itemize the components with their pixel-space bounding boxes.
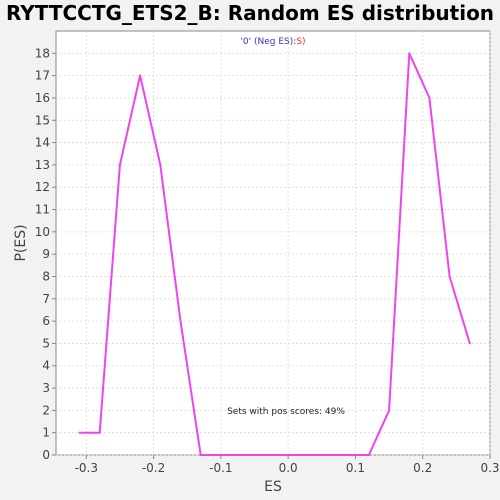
series-line — [79, 52, 471, 456]
grid-lines — [56, 31, 491, 456]
x-tick-label: -0.1 — [209, 461, 232, 475]
data-point — [219, 454, 222, 456]
data-point — [139, 74, 142, 77]
plot-area — [55, 30, 491, 456]
annotation-pos-scores: Sets with pos scores: 49% — [227, 407, 345, 417]
data-point — [428, 96, 431, 99]
y-tick-label: 11 — [35, 203, 50, 217]
data-point — [300, 454, 303, 456]
x-tick-label: -0.2 — [142, 461, 165, 475]
data-point — [78, 431, 81, 434]
y-tick-label: 10 — [35, 225, 50, 239]
y-tick-label: 17 — [35, 69, 50, 83]
chart-title: RYTTCCTG_ETS2_B: Random ES distribution — [6, 1, 494, 25]
y-tick-label: 12 — [35, 180, 50, 194]
legend-pos-label: S) — [296, 37, 305, 47]
data-point — [468, 342, 471, 345]
data-point — [280, 454, 283, 456]
y-tick-label: 4 — [42, 359, 50, 373]
y-tick-label: 16 — [35, 91, 50, 105]
y-tick-label: 15 — [35, 113, 50, 127]
y-tick-label: 0 — [42, 448, 50, 462]
data-point — [179, 320, 182, 323]
y-tick-label: 1 — [42, 426, 50, 440]
x-tick-label: 0.3 — [480, 461, 499, 475]
y-tick-label: 7 — [42, 292, 50, 306]
x-tick-label: 0.1 — [346, 461, 365, 475]
y-tick-label: 13 — [35, 158, 50, 172]
legend-separator: : — [293, 37, 296, 47]
series-layer — [78, 52, 471, 456]
data-point — [408, 52, 411, 55]
data-point — [367, 454, 370, 456]
x-tick-label: 0.2 — [413, 461, 432, 475]
y-tick-label: 8 — [42, 269, 50, 283]
y-tick-label: 5 — [42, 336, 50, 350]
y-tick-label: 6 — [42, 314, 50, 328]
x-tick-label: 0.0 — [279, 461, 298, 475]
y-axis-label: P(ES) — [13, 224, 29, 261]
data-point — [118, 163, 121, 166]
legend: '0' (Neg ES):S) — [240, 37, 305, 47]
data-point — [388, 409, 391, 412]
y-tick-label: 3 — [42, 381, 50, 395]
data-point — [260, 454, 263, 456]
data-point — [340, 454, 343, 456]
x-tick-label: -0.3 — [75, 461, 98, 475]
data-point — [448, 275, 451, 278]
legend-neg-label: '0' (Neg ES) — [240, 37, 293, 47]
x-axis-label: ES — [264, 479, 282, 495]
data-point — [240, 454, 243, 456]
y-tick-label: 14 — [35, 136, 50, 150]
y-tick-label: 18 — [35, 46, 50, 60]
x-axis-ticks: -0.3 -0.2 -0.1 0.0 0.1 0.2 0.3 — [75, 455, 500, 475]
data-point — [199, 454, 202, 456]
y-tick-label: 9 — [42, 247, 50, 261]
data-point — [159, 163, 162, 166]
data-point — [320, 454, 323, 456]
data-point — [98, 431, 101, 434]
y-tick-label: 2 — [42, 403, 50, 417]
